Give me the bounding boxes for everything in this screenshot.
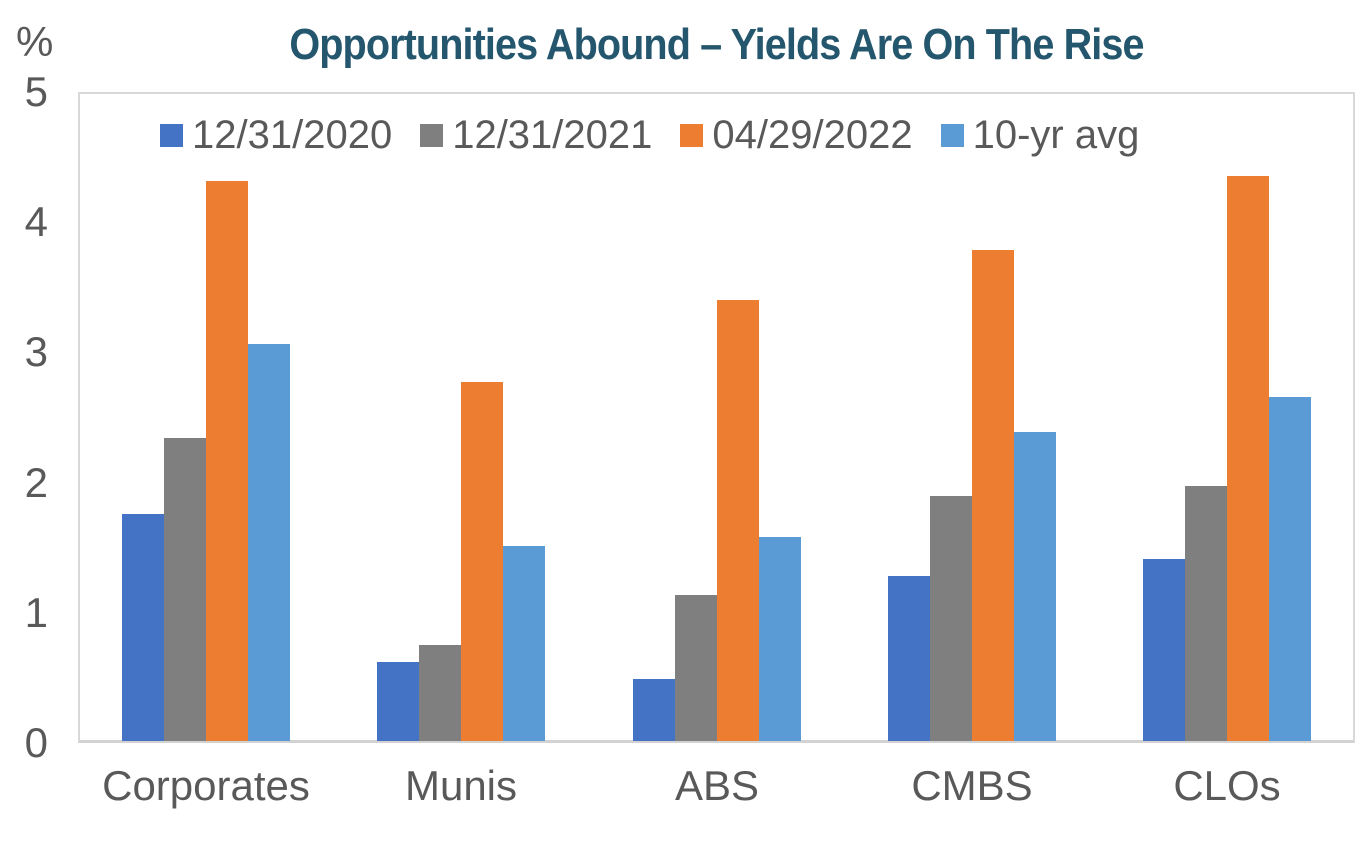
y-axis-unit-label: %	[16, 18, 54, 65]
legend-label: 12/31/2021	[452, 113, 653, 157]
bar-abs-10-yr-avg	[759, 537, 801, 741]
y-tick-label-1: 1	[24, 588, 48, 636]
legend-item-12-31-2021: 12/31/2021	[420, 113, 652, 158]
bar-clos-04-29-2022	[1227, 176, 1269, 741]
legend-label: 10-yr avg	[972, 113, 1140, 157]
bar-corporates-12-31-2020	[122, 514, 164, 741]
legend-item-12-31-2020: 12/31/2020	[160, 113, 392, 158]
legend-swatch-icon	[160, 124, 183, 147]
bar-cmbs-04-29-2022	[972, 250, 1014, 741]
bar-corporates-12-31-2021	[164, 438, 206, 741]
chart-title: Opportunities Abound – Yields Are On The…	[289, 20, 1144, 69]
x-label-corporates: Corporates	[102, 762, 310, 809]
legend-swatch-icon	[680, 124, 704, 147]
bar-corporates-10-yr-avg	[248, 344, 290, 741]
bar-munis-12-31-2021	[419, 645, 461, 741]
legend-swatch-icon	[420, 124, 444, 147]
y-tick-label-3: 3	[24, 328, 48, 376]
bar-abs-12-31-2020	[633, 679, 675, 741]
bar-munis-12-31-2020	[377, 662, 419, 741]
y-tick-label-0: 0	[24, 719, 48, 766]
bar-abs-04-29-2022	[717, 300, 759, 741]
bar-abs-12-31-2021	[675, 595, 717, 741]
x-label-clos: CLOs	[1173, 762, 1281, 809]
bar-munis-04-29-2022	[461, 382, 503, 741]
x-label-munis: Munis	[404, 762, 518, 809]
legend-swatch-icon	[940, 124, 964, 147]
chart-legend: 12/31/2020 12/31/2021 04/29/2022 10-yr avg	[160, 113, 1139, 158]
bar-cmbs-12-31-2021	[930, 496, 972, 741]
bar-munis-10-yr-avg	[503, 546, 545, 741]
bar-clos-10-yr-avg	[1269, 397, 1311, 741]
legend-item-04-29-2022: 04/29/2022	[680, 113, 913, 158]
y-tick-label-2: 2	[24, 458, 48, 506]
legend-label: 12/31/2020	[192, 113, 393, 157]
x-label-abs: ABS	[674, 762, 760, 809]
legend-item-10-yr-avg: 10-yr avg	[940, 113, 1140, 158]
legend-label: 04/29/2022	[712, 113, 913, 157]
bar-cmbs-10-yr-avg	[1014, 432, 1056, 741]
bar-corporates-04-29-2022	[206, 181, 248, 741]
bar-cmbs-12-31-2020	[888, 576, 930, 741]
y-tick-label-5: 5	[24, 68, 48, 115]
x-label-cmbs: CMBS	[911, 762, 1033, 809]
bar-clos-12-31-2021	[1185, 486, 1227, 741]
bar-clos-12-31-2020	[1143, 559, 1185, 741]
y-tick-label-4: 4	[24, 198, 48, 246]
